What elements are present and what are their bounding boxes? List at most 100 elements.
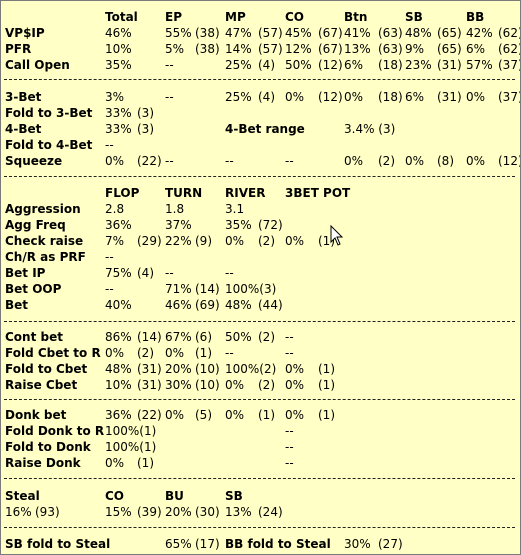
row-label: Squeeze xyxy=(5,154,63,168)
row-cell: -- xyxy=(285,424,294,438)
steal-cell: (30) xyxy=(195,505,220,519)
row-cell: 55% xyxy=(165,26,192,40)
row-cell: -- xyxy=(285,456,294,470)
row-cell: 0% xyxy=(165,346,185,360)
row-label: Bet xyxy=(5,298,29,312)
street-header: FLOP xyxy=(105,186,140,200)
row-cell: 75% xyxy=(105,266,132,280)
row-cell: 0% xyxy=(285,362,305,376)
row-label: Donk bet xyxy=(5,408,67,422)
row-cell: (8) xyxy=(437,154,454,168)
row-cell: (67) xyxy=(318,26,343,40)
row-cell: (2) xyxy=(378,154,395,168)
row-cell: 37% xyxy=(165,218,192,232)
section-divider xyxy=(4,399,515,400)
row-cell: 25% xyxy=(225,90,252,104)
sb-fold-steal-value: 65% xyxy=(165,537,192,551)
steal-cell: 13% xyxy=(225,505,252,519)
row-cell: 6% xyxy=(405,90,425,104)
row-cell: 48% xyxy=(405,26,432,40)
street-header: 3BET POT xyxy=(285,186,351,200)
row-cell: 22% xyxy=(165,234,192,248)
header-pos-bb: BB xyxy=(466,10,485,24)
row-cell: 12% xyxy=(285,42,312,56)
row-cell: (1) xyxy=(137,456,154,470)
row-cell: 20% xyxy=(165,362,192,376)
row-cell: 0% xyxy=(225,234,245,248)
row-cell: -- xyxy=(225,266,234,280)
row-cell: 86% xyxy=(105,330,132,344)
row-cell: (31) xyxy=(137,362,162,376)
header-pos-mp: MP xyxy=(225,10,246,24)
row-cell: (44) xyxy=(258,298,283,312)
street-header: RIVER xyxy=(225,186,266,200)
row-cell: 0% xyxy=(344,154,364,168)
sb-fold-steal-count: (17) xyxy=(195,537,220,551)
row-cell: 71% xyxy=(165,282,192,296)
row-cell: 7% xyxy=(105,234,125,248)
four-bet-range-label: 4-Bet range xyxy=(225,122,305,136)
row-cell: (38) xyxy=(195,26,220,40)
row-cell: 13% xyxy=(344,42,371,56)
row-cell: -- xyxy=(165,90,174,104)
row-cell: 50% xyxy=(225,330,252,344)
row-label: Agg Freq xyxy=(5,218,66,232)
row-cell: (38) xyxy=(195,42,220,56)
row-cell: 9% xyxy=(405,42,425,56)
row-label: Bet IP xyxy=(5,266,46,280)
row-cell: 10% xyxy=(105,378,132,392)
row-cell: -- xyxy=(285,330,294,344)
row-cell: 0% xyxy=(466,154,486,168)
row-cell: 0% xyxy=(405,154,425,168)
steal-pos-header: CO xyxy=(105,489,125,503)
row-cell: 0% xyxy=(285,90,305,104)
row-cell: (63) xyxy=(378,42,403,56)
header-total: Total xyxy=(105,10,138,24)
section-divider xyxy=(4,79,515,80)
mouse-cursor-icon xyxy=(330,225,344,246)
row-label: Call Open xyxy=(5,58,70,72)
row-label: Check raise xyxy=(5,234,84,248)
row-value: -- xyxy=(105,138,114,152)
row-count: (3) xyxy=(137,106,154,120)
steal-label: Steal xyxy=(5,489,40,503)
row-cell: (62) xyxy=(498,42,521,56)
steal-cell: 20% xyxy=(165,505,192,519)
row-cell: (2) xyxy=(258,378,275,392)
header-pos-sb: SB xyxy=(405,10,423,24)
row-label: 4-Bet xyxy=(5,122,42,136)
row-cell: (12) xyxy=(318,58,343,72)
row-label: PFR xyxy=(5,42,32,56)
row-cell: 0% xyxy=(344,90,364,104)
steal-total-count: (93) xyxy=(35,505,60,519)
row-cell: 0% xyxy=(466,90,486,104)
row-cell: 50% xyxy=(285,58,312,72)
section-divider xyxy=(4,527,515,528)
row-cell: 40% xyxy=(105,298,132,312)
row-cell: 36% xyxy=(105,218,132,232)
row-cell: 67% xyxy=(165,330,192,344)
row-cell: 100%(3) xyxy=(225,282,277,296)
row-cell: (63) xyxy=(378,26,403,40)
row-cell: (1) xyxy=(318,408,335,422)
header-pos-ep: EP xyxy=(165,10,182,24)
row-cell: 46% xyxy=(165,298,192,312)
steal-pos-header: SB xyxy=(225,489,243,503)
row-cell: 48% xyxy=(225,298,252,312)
row-value: 33% xyxy=(105,106,132,120)
row-count: (22) xyxy=(137,154,162,168)
row-cell: 3.1 xyxy=(225,202,245,216)
row-label: Raise Donk xyxy=(5,456,81,470)
row-cell: (9) xyxy=(195,234,212,248)
row-cell: (62) xyxy=(498,26,521,40)
row-cell: -- xyxy=(105,282,114,296)
row-cell: -- xyxy=(225,154,234,168)
row-total: 46% xyxy=(105,26,132,40)
row-label: VP$IP xyxy=(5,26,45,40)
row-cell: (1) xyxy=(318,378,335,392)
row-cell: (1) xyxy=(258,408,275,422)
row-label: Fold to Donk xyxy=(5,440,91,454)
row-cell: (12) xyxy=(498,154,521,168)
steal-cell: (24) xyxy=(258,505,283,519)
row-cell: 41% xyxy=(344,26,371,40)
